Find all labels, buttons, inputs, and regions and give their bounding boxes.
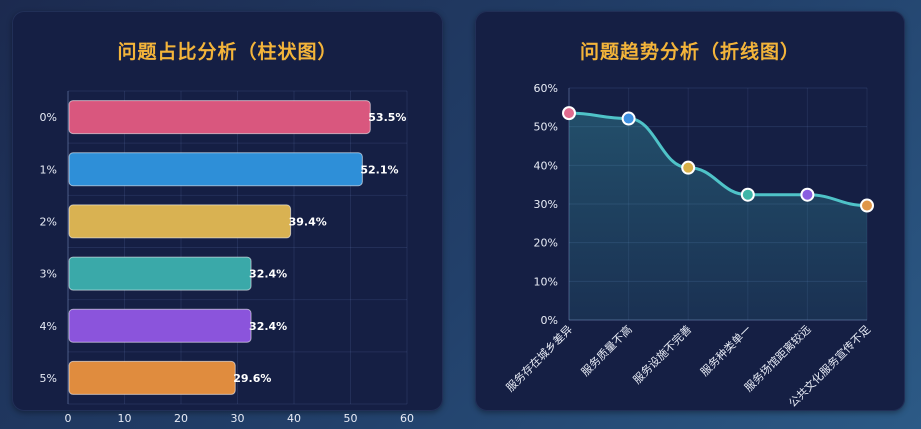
data-point — [681, 160, 696, 175]
y-tick-label: 60% — [534, 82, 558, 95]
x-tick-label: 30 — [231, 412, 245, 425]
bar-value-label: 32.4% — [249, 268, 287, 281]
bar-chart: 0 10 20 30 40 50 60 0% 53.5% 1% 52.1% 2% 39.4% 3% 32.4… — [40, 90, 414, 425]
x-tick-label: 10 — [118, 412, 132, 425]
line-chart-title: 问题趋势分析（折线图） — [579, 41, 800, 63]
bar-value-label: 32.4% — [249, 320, 287, 333]
y-tick-label: 50% — [534, 121, 558, 134]
data-point — [621, 111, 636, 126]
data-point — [800, 187, 815, 202]
bar — [68, 256, 252, 291]
x-tick-label: 60 — [400, 412, 414, 425]
area-fill — [569, 113, 867, 320]
line-chart: 0% 10% 20% 30% 40% 50% 60% 服务存在城乡差异 服务质量不高服务设施不完… — [503, 82, 874, 410]
bar-chart-title: 问题占比分析（柱状图） — [117, 41, 338, 63]
x-tick-label: 40 — [287, 412, 301, 425]
category-label: 服务种类单一 — [697, 322, 754, 379]
data-point — [562, 106, 576, 121]
bar-value-label: 39.4% — [289, 215, 327, 228]
category-label: 4% — [40, 320, 57, 333]
category-label: 2% — [40, 215, 57, 228]
bar-value-label: 29.6% — [233, 372, 271, 385]
category-label: 5% — [40, 372, 57, 385]
y-tick-label: 0% — [541, 314, 558, 327]
y-tick-label: 40% — [534, 159, 558, 172]
bar — [68, 308, 252, 343]
data-point — [860, 198, 874, 213]
bar-value-label: 52.1% — [360, 163, 398, 176]
bar — [68, 152, 363, 187]
x-tick-label: 50 — [344, 412, 358, 425]
bar-chart-panel: 问题占比分析（柱状图） 0 10 20 30 40 50 60 0% 53.5% 1% 52.1% 2… — [12, 11, 443, 425]
x-tick-label: 0 — [65, 412, 72, 425]
category-label: 3% — [40, 268, 57, 281]
bar — [68, 360, 236, 395]
category-label: 服务存在城乡差异 — [503, 322, 575, 394]
category-label: 1% — [40, 163, 57, 176]
category-label: 0% — [40, 111, 57, 124]
y-tick-label: 20% — [534, 237, 558, 250]
x-tick-label: 20 — [174, 412, 188, 425]
bar — [68, 204, 292, 239]
data-point — [740, 187, 755, 202]
y-tick-label: 30% — [534, 198, 558, 211]
category-label: 服务设施不完善 — [630, 322, 694, 386]
category-label: 服务质量不高 — [578, 322, 635, 379]
y-tick-label: 10% — [534, 275, 558, 288]
bar — [68, 100, 371, 135]
bar-value-label: 53.5% — [368, 111, 406, 124]
line-chart-panel: 问题趋势分析（折线图） 0% 10% 20% 30% 40% 50% 60% 服务存在城乡差异… — [475, 11, 905, 411]
